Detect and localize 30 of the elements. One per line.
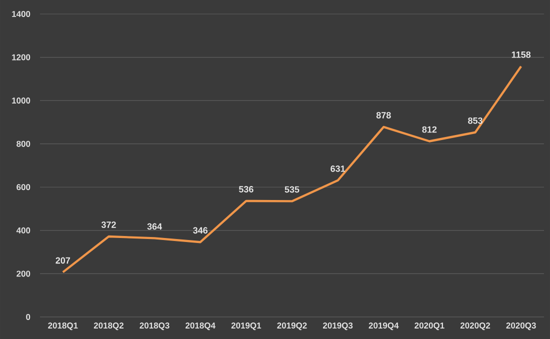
- x-tick-label: 2018Q3: [140, 322, 170, 330]
- x-tick-label: 2019Q3: [322, 322, 353, 330]
- y-tick-label: 800: [16, 140, 30, 147]
- data-label: 346: [193, 227, 208, 234]
- data-label: 812: [422, 126, 437, 133]
- x-tick-label: 2019Q4: [368, 322, 399, 330]
- data-label: 372: [101, 222, 116, 228]
- data-label: 535: [284, 186, 300, 193]
- y-tick-label: 600: [16, 184, 30, 190]
- x-tick-label: 2018Q4: [186, 322, 216, 330]
- y-tick-label: 1000: [12, 98, 30, 104]
- data-label: 631: [330, 166, 346, 172]
- x-tick-label: 2019Q1: [231, 322, 262, 330]
- y-tick-label: 400: [16, 227, 30, 234]
- data-label: 878: [376, 112, 391, 118]
- x-tick-label: 2020Q3: [506, 322, 536, 330]
- x-tick-label: 2020Q1: [414, 322, 444, 330]
- y-tick-label: 1400: [12, 10, 30, 17]
- data-label: 1158: [512, 51, 531, 58]
- y-tick-label: 1200: [12, 54, 30, 60]
- x-tick-label: 2018Q2: [94, 322, 124, 330]
- data-label: 536: [238, 186, 254, 192]
- x-tick-label: 2019Q2: [277, 322, 307, 330]
- data-label: 853: [468, 117, 482, 124]
- x-tick-label: 2020Q2: [460, 322, 490, 330]
- y-tick-label: 200: [16, 270, 30, 277]
- data-label: 207: [56, 257, 70, 264]
- data-label: 364: [147, 223, 162, 230]
- y-tick-label: 0: [26, 314, 30, 320]
- x-tick-label: 2018Q1: [48, 322, 78, 330]
